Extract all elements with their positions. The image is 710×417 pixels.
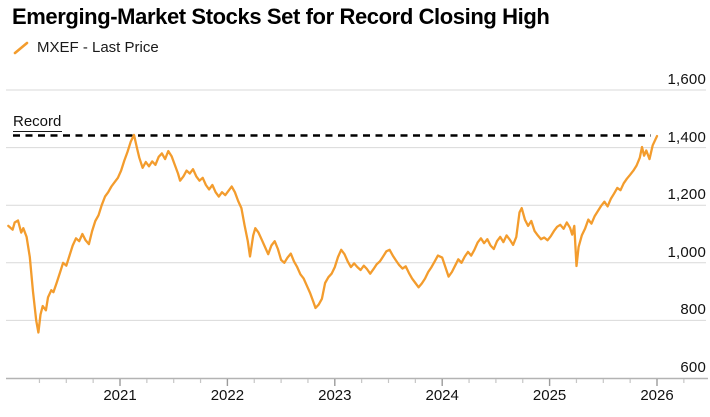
y-tick-label: 1,600: [667, 71, 706, 88]
chart-title: Emerging-Market Stocks Set for Record Cl…: [12, 4, 550, 29]
y-tick-label: 600: [680, 359, 706, 376]
y-tick-label: 1,000: [667, 243, 706, 261]
y-tick-label: 1,200: [667, 186, 706, 204]
orange-slash-icon: [13, 41, 29, 54]
legend: MXEF - Last Price: [13, 39, 159, 56]
x-tick-label: 2025: [532, 387, 567, 404]
x-tick-label: 2024: [425, 387, 459, 404]
price-line: [7, 133, 659, 334]
x-tick-label: 2026: [640, 387, 674, 404]
y-tick-label: 1,400: [667, 128, 706, 146]
record-annotation-label: Record: [13, 113, 63, 132]
y-tick-label: 800: [680, 301, 706, 319]
x-tick-label: 2021: [103, 387, 137, 404]
x-tick-label: 2023: [318, 387, 352, 404]
x-tick-label: 2022: [210, 387, 245, 404]
legend-label: MXEF - Last Price: [37, 39, 159, 56]
